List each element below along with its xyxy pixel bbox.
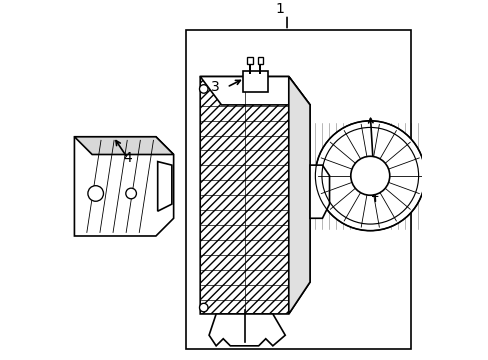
Text: 1: 1 bbox=[275, 2, 284, 16]
Polygon shape bbox=[200, 77, 309, 105]
Polygon shape bbox=[209, 314, 285, 346]
Polygon shape bbox=[74, 137, 173, 236]
Circle shape bbox=[199, 85, 207, 93]
Text: 3: 3 bbox=[210, 80, 219, 94]
Polygon shape bbox=[157, 162, 171, 211]
Bar bbox=[185, 31, 410, 349]
FancyBboxPatch shape bbox=[242, 71, 267, 93]
Polygon shape bbox=[200, 77, 309, 314]
Circle shape bbox=[88, 186, 103, 201]
Circle shape bbox=[350, 156, 389, 195]
Polygon shape bbox=[309, 165, 329, 218]
Polygon shape bbox=[74, 137, 173, 154]
Circle shape bbox=[199, 303, 207, 312]
Text: 4: 4 bbox=[123, 151, 132, 165]
Ellipse shape bbox=[315, 121, 425, 231]
Circle shape bbox=[125, 188, 136, 199]
Bar bbox=[246, 57, 252, 64]
Text: 2: 2 bbox=[370, 186, 379, 201]
Polygon shape bbox=[288, 77, 309, 314]
Bar bbox=[257, 57, 263, 64]
